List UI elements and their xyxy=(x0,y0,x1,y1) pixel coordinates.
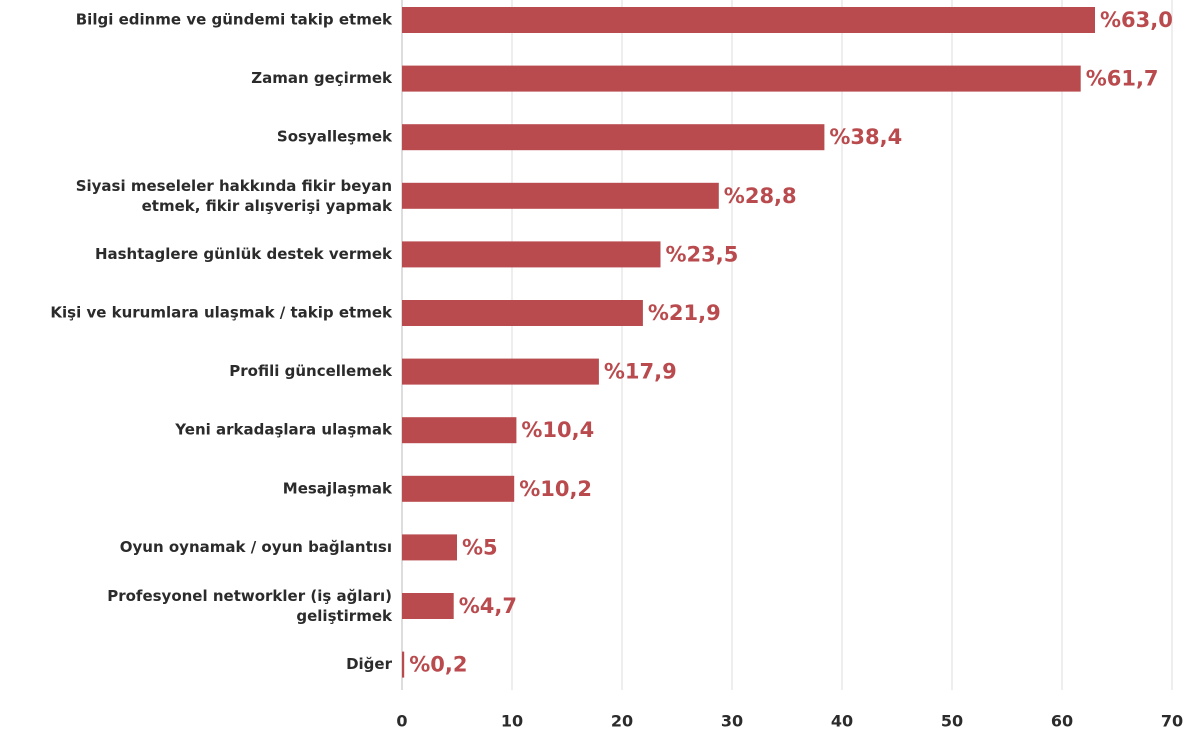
category-label: Zaman geçirmek xyxy=(251,69,393,87)
category-label: Profesyonel networkler (iş ağları) gelişt… xyxy=(107,587,393,625)
value-label: %5 xyxy=(462,535,498,559)
value-label: %0,2 xyxy=(409,653,467,677)
bar xyxy=(402,593,454,619)
category-label: Siyasi meseleler hakkında fikir beyan etm… xyxy=(76,176,393,214)
category-label: Sosyalleşmek xyxy=(277,128,393,146)
bar xyxy=(402,124,825,151)
value-label: %17,9 xyxy=(604,360,677,384)
category-label: Bilgi edinme ve gündemi takip etmek xyxy=(76,11,393,29)
category-label: Kişi ve kurumlara ulaşmak / takip etmek xyxy=(50,304,393,322)
x-tick-label: 30 xyxy=(721,712,743,731)
bar xyxy=(402,651,405,678)
x-tick-label: 40 xyxy=(831,712,853,731)
x-tick-label: 60 xyxy=(1051,712,1073,731)
value-label: %4,7 xyxy=(459,594,517,618)
value-label: %28,8 xyxy=(724,184,797,208)
bar xyxy=(402,417,517,444)
value-label: %38,4 xyxy=(829,125,902,149)
value-label: %23,5 xyxy=(666,242,739,266)
value-label: %10,2 xyxy=(519,477,592,501)
x-tick-label: 10 xyxy=(501,712,523,731)
value-label: %10,4 xyxy=(521,418,594,442)
category-label: Yeni arkadaşlara ulaşmak xyxy=(174,421,393,439)
bar xyxy=(402,300,643,326)
bar xyxy=(402,7,1095,33)
x-tick-label: 20 xyxy=(611,712,633,731)
category-label: Mesajlaşmak xyxy=(283,479,393,497)
bar xyxy=(402,475,515,502)
x-tick-label: 0 xyxy=(396,712,407,731)
value-label: %61,7 xyxy=(1086,67,1159,91)
x-tick-label: 70 xyxy=(1161,712,1183,731)
value-label: %21,9 xyxy=(648,301,721,325)
bar xyxy=(402,358,599,385)
category-label: Profili güncellemek xyxy=(229,362,393,380)
category-label: Hashtaglere günlük destek vermek xyxy=(95,245,393,263)
category-label: Diğer xyxy=(346,655,393,673)
category-label: Oyun oynamak / oyun bağlantısı xyxy=(120,538,392,556)
value-label: %63,0 xyxy=(1100,8,1173,32)
x-tick-label: 50 xyxy=(941,712,963,731)
bar xyxy=(402,241,661,268)
bar xyxy=(402,65,1081,92)
bar xyxy=(402,534,457,561)
bar xyxy=(402,182,719,209)
